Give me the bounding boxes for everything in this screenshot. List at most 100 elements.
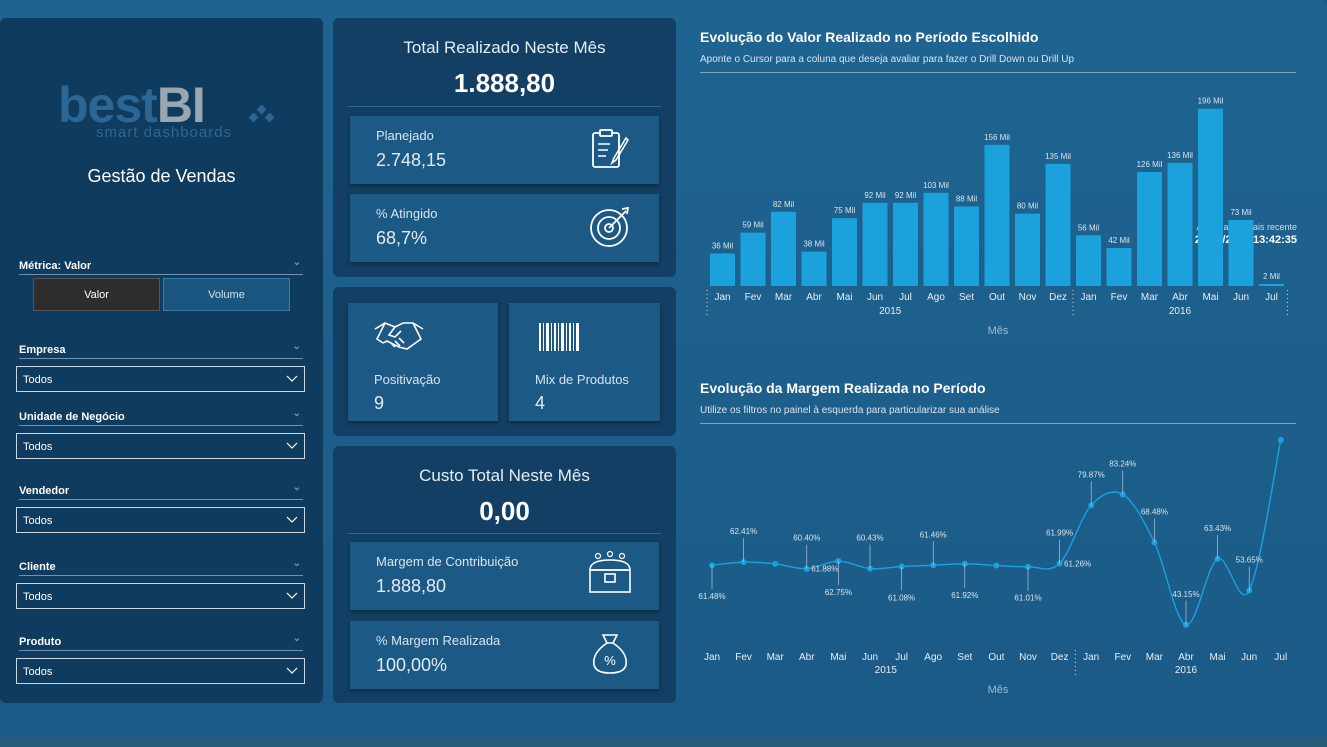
x-tick-label: Nov xyxy=(1019,292,1037,303)
point-data-label: 61.48% xyxy=(698,592,725,601)
data-point[interactable] xyxy=(1183,621,1189,628)
barcode-icon xyxy=(539,323,579,351)
bar[interactable] xyxy=(1076,235,1101,286)
bar[interactable] xyxy=(710,253,735,286)
x-tick-label: Mar xyxy=(1146,652,1164,663)
svg-text:%: % xyxy=(604,653,616,668)
target-icon xyxy=(590,206,630,247)
margem-contribuicao-label: Margem de Contribuição xyxy=(376,554,519,569)
x-axis-label: Mês xyxy=(988,325,1009,337)
bar[interactable] xyxy=(1259,284,1284,286)
x-tick-label: Nov xyxy=(1019,652,1037,663)
x-tick-label: Abr xyxy=(806,292,822,303)
bar[interactable] xyxy=(954,206,979,286)
filter-label-text: Unidade de Negócio xyxy=(19,411,125,423)
bar-data-label: 75 Mil xyxy=(834,206,856,215)
atingido-kpi: % Atingido 68,7% xyxy=(350,194,659,262)
bar[interactable] xyxy=(1167,162,1193,286)
vendedor-dropdown[interactable]: Todos xyxy=(16,507,305,533)
filter-label-vendedor: Vendedor ⌄ xyxy=(19,482,303,500)
data-point[interactable] xyxy=(803,565,810,572)
point-data-label: 61.08% xyxy=(888,593,915,602)
data-point[interactable] xyxy=(772,560,779,567)
bestbi-logo: bestBI smart dashboards xyxy=(58,76,278,146)
bar[interactable] xyxy=(771,211,796,286)
divider xyxy=(348,106,661,107)
logo-text-best: best xyxy=(58,77,158,133)
bar[interactable] xyxy=(862,202,888,286)
point-data-label: 83.24% xyxy=(1109,459,1136,468)
unidade-dropdown[interactable]: Todos xyxy=(16,433,305,459)
chevron-down-icon[interactable]: ⌄ xyxy=(292,558,301,569)
bar[interactable] xyxy=(832,218,857,286)
chevron-down-icon xyxy=(286,592,298,599)
logo-text-bi: BI xyxy=(156,77,206,133)
line-chart[interactable]: 61.48% 62.41% 60.40% 62.75% 60.43% 61.08% 61.4… xyxy=(690,430,1310,700)
bar-data-label: 2 Mil xyxy=(1263,272,1280,281)
bar[interactable] xyxy=(740,232,766,286)
handshake-icon xyxy=(374,322,424,350)
chevron-down-icon[interactable]: ⌄ xyxy=(292,408,301,419)
x-tick-label: Jul xyxy=(895,652,908,663)
cliente-dropdown[interactable]: Todos xyxy=(16,583,305,609)
point-data-label: 61.99% xyxy=(1046,529,1073,538)
x-tick-label: Jul xyxy=(899,292,912,303)
metric-valor-button[interactable]: Valor xyxy=(33,278,160,311)
x-tick-label: Mai xyxy=(830,652,846,663)
chevron-down-icon[interactable]: ⌄ xyxy=(292,482,301,493)
series-line xyxy=(711,439,1282,626)
bar-data-label: 59 Mil xyxy=(742,221,764,230)
x-tick-label: Jun xyxy=(1241,652,1257,663)
margem-contribuicao-value: 1.888,80 xyxy=(376,576,447,596)
data-point[interactable] xyxy=(898,563,905,570)
data-point[interactable] xyxy=(993,562,1000,569)
bar-data-label: 38 Mil xyxy=(803,240,825,249)
chevron-down-icon[interactable]: ⌄ xyxy=(292,633,301,644)
bar[interactable] xyxy=(984,144,1010,286)
point-data-label: 43.15% xyxy=(1172,590,1199,599)
custo-total-card: Custo Total Neste Mês 0,00 Margem de Con… xyxy=(333,446,676,703)
bar[interactable] xyxy=(893,202,918,286)
x-tick-label: Mar xyxy=(1141,292,1159,303)
chevron-down-icon[interactable]: ⌄ xyxy=(292,341,301,352)
line-chart-title: Evolução da Margem Realizada no Período xyxy=(700,380,986,396)
positivacao-kpi: Positivação 9 xyxy=(348,303,498,421)
x-tick-label: Set xyxy=(959,292,974,303)
x-tick-label: Out xyxy=(989,292,1005,303)
x-tick-label: Jan xyxy=(714,292,730,303)
data-point[interactable] xyxy=(1277,437,1284,443)
bar[interactable] xyxy=(1106,248,1132,286)
custo-total-value: 0,00 xyxy=(479,496,530,526)
bar[interactable] xyxy=(1015,213,1040,286)
bar[interactable] xyxy=(1137,172,1162,286)
total-realizado-value: 1.888,80 xyxy=(453,68,556,98)
bar-data-label: 36 Mil xyxy=(712,241,734,250)
divider xyxy=(348,533,661,534)
filter-label-text: Vendedor xyxy=(19,485,70,497)
bar[interactable] xyxy=(1045,163,1071,286)
x-tick-label: Mai xyxy=(836,292,852,303)
bar[interactable] xyxy=(1228,219,1254,286)
bar-data-label: 56 Mil xyxy=(1078,223,1100,232)
x-tick-label: Ago xyxy=(927,292,945,303)
point-data-label: 61.46% xyxy=(920,530,947,539)
filter-label-text: Empresa xyxy=(19,344,66,356)
data-point[interactable] xyxy=(1246,587,1253,594)
metric-volume-button[interactable]: Volume xyxy=(163,278,290,311)
x-tick-label: Jan xyxy=(704,652,720,663)
bar-chart[interactable]: 36 Mil Jan 59 Mil Fev 82 Mil Mar 38 Mil Abr 75 M… xyxy=(690,80,1310,345)
bar[interactable] xyxy=(801,251,827,286)
bar[interactable] xyxy=(1198,108,1223,287)
x-tick-label: Mai xyxy=(1210,652,1226,663)
bar[interactable] xyxy=(923,192,949,286)
chevron-down-icon[interactable]: ⌄ xyxy=(292,257,301,268)
money-bag-icon: % xyxy=(592,634,628,674)
produto-dropdown[interactable]: Todos xyxy=(16,658,305,684)
divider xyxy=(700,423,1296,424)
empresa-dropdown[interactable]: Todos xyxy=(16,366,305,392)
total-realizado-card: Total Realizado Neste Mês 1.888,80 Plane… xyxy=(333,18,676,277)
x-tick-label: Ago xyxy=(924,652,942,663)
chevron-down-icon xyxy=(286,375,298,382)
positivacao-label: Positivação xyxy=(374,372,441,387)
margem-realizada-kpi: % Margem Realizada 100,00% % xyxy=(350,621,659,689)
